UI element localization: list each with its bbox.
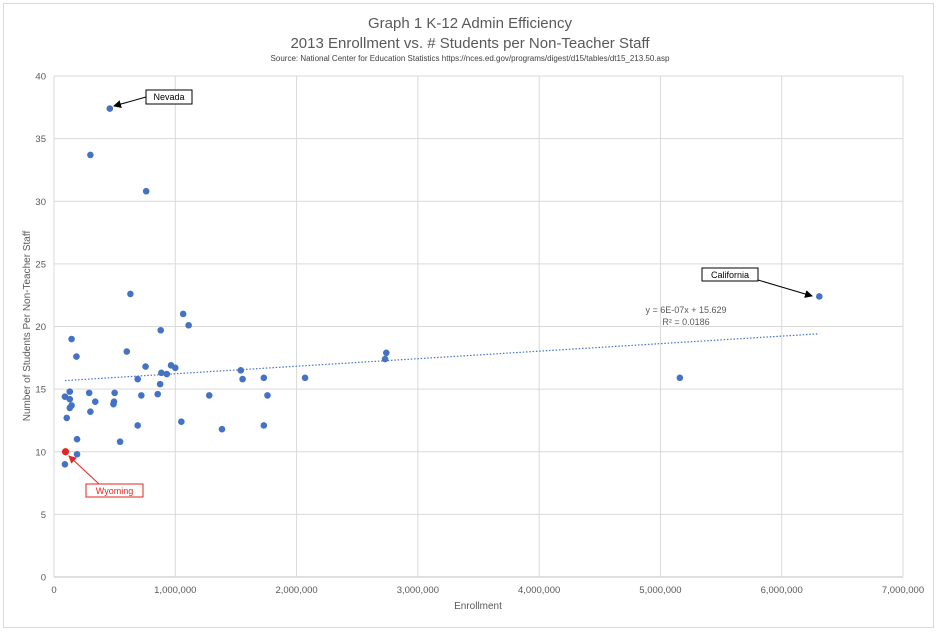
data-point [73, 450, 81, 458]
data-point [142, 187, 150, 195]
y-tick-label: 5 [41, 510, 46, 521]
x-tick-label: 4,000,000 [518, 585, 560, 596]
data-point [154, 390, 161, 398]
data-point [68, 402, 75, 409]
x-tick-label: 6,000,000 [761, 585, 803, 596]
data-point [63, 414, 71, 422]
trendline [64, 333, 820, 382]
callout-wyoming-label: Wyoming [96, 486, 133, 496]
data-point [260, 422, 268, 429]
data-point [301, 374, 309, 382]
data-point [816, 293, 823, 300]
data-point [171, 364, 179, 372]
data-point [111, 389, 118, 397]
data-point [127, 290, 134, 298]
data-point [179, 310, 187, 318]
callout-wyoming: Wyoming [68, 455, 144, 498]
data-point [676, 374, 684, 382]
y-axis-title: Number of Students Per Non-Teacher Staff [22, 231, 33, 422]
chart-title-line2: 2013 Enrollment vs. # Students per Non-T… [290, 35, 650, 52]
data-point [73, 435, 81, 443]
trend-r-squared: R² = 0.0186 [662, 317, 709, 327]
data-point [157, 326, 165, 334]
data-point [106, 105, 114, 112]
callout-wyoming-arrow [68, 455, 100, 485]
x-axis-title: Enrollment [454, 601, 502, 612]
chart-source: Source: National Center for Education St… [271, 54, 670, 63]
data-point [73, 353, 80, 360]
data-point [110, 398, 118, 405]
data-point [383, 349, 390, 357]
y-tick-label: 35 [35, 134, 46, 145]
data-point [61, 460, 69, 468]
data-point [158, 369, 165, 377]
callout-california-box [701, 267, 759, 282]
callout-nevada-label: Nevada [153, 92, 184, 102]
trendline-layer [64, 333, 820, 382]
gridlines [53, 75, 904, 578]
data-point [185, 321, 192, 329]
x-tick-label: 1,000,000 [154, 585, 196, 596]
callout-california-label: California [711, 270, 749, 280]
data-point [85, 389, 93, 397]
highlight-data-point [61, 448, 70, 456]
callout-nevada: Nevada [113, 89, 193, 108]
y-tick-label: 0 [41, 573, 46, 584]
callout-wyoming-box [85, 483, 144, 498]
x-tick-label: 0 [51, 585, 56, 596]
callout-nevada-arrow [113, 96, 147, 108]
data-point [68, 335, 75, 343]
data-point [138, 392, 145, 399]
data-point [237, 367, 245, 374]
chart-frame [3, 3, 934, 628]
data-point [91, 398, 99, 405]
callout-california-arrow [757, 279, 813, 298]
data-point [142, 363, 149, 370]
data-point [116, 438, 124, 446]
data-point [134, 375, 141, 383]
data-points [61, 105, 823, 468]
data-point [66, 388, 74, 395]
y-tick-label: 15 [35, 385, 46, 396]
data-point [87, 151, 94, 159]
data-point [163, 370, 171, 378]
data-point [264, 392, 271, 399]
y-tick-label: 20 [35, 322, 46, 333]
data-point [156, 380, 164, 388]
y-tick-label: 40 [35, 72, 46, 83]
y-tick-label: 30 [35, 197, 46, 208]
x-tick-label: 3,000,000 [397, 585, 439, 596]
data-point [381, 355, 389, 363]
x-tick-label: 5,000,000 [639, 585, 681, 596]
data-point [178, 418, 185, 425]
data-point [123, 348, 131, 355]
tick-labels: 0 5 10 15 20 25 30 35 40 0 1,000,000 2,000,000 3,000… [35, 72, 924, 597]
data-point [66, 395, 74, 403]
callout-california: California [701, 267, 813, 298]
x-tick-label: 2,000,000 [275, 585, 317, 596]
data-point [205, 392, 213, 399]
data-point [134, 422, 141, 429]
data-point [218, 425, 226, 433]
data-point [87, 408, 94, 415]
chart-title-line1: Graph 1 K-12 Admin Efficiency [368, 15, 572, 32]
data-point [239, 375, 246, 383]
data-point [260, 374, 268, 382]
x-tick-label: 7,000,000 [882, 585, 924, 596]
data-point [61, 393, 69, 400]
trend-equation: y = 6E-07x + 15.629 [645, 305, 726, 315]
y-tick-label: 10 [35, 447, 46, 458]
y-tick-label: 25 [35, 259, 46, 270]
